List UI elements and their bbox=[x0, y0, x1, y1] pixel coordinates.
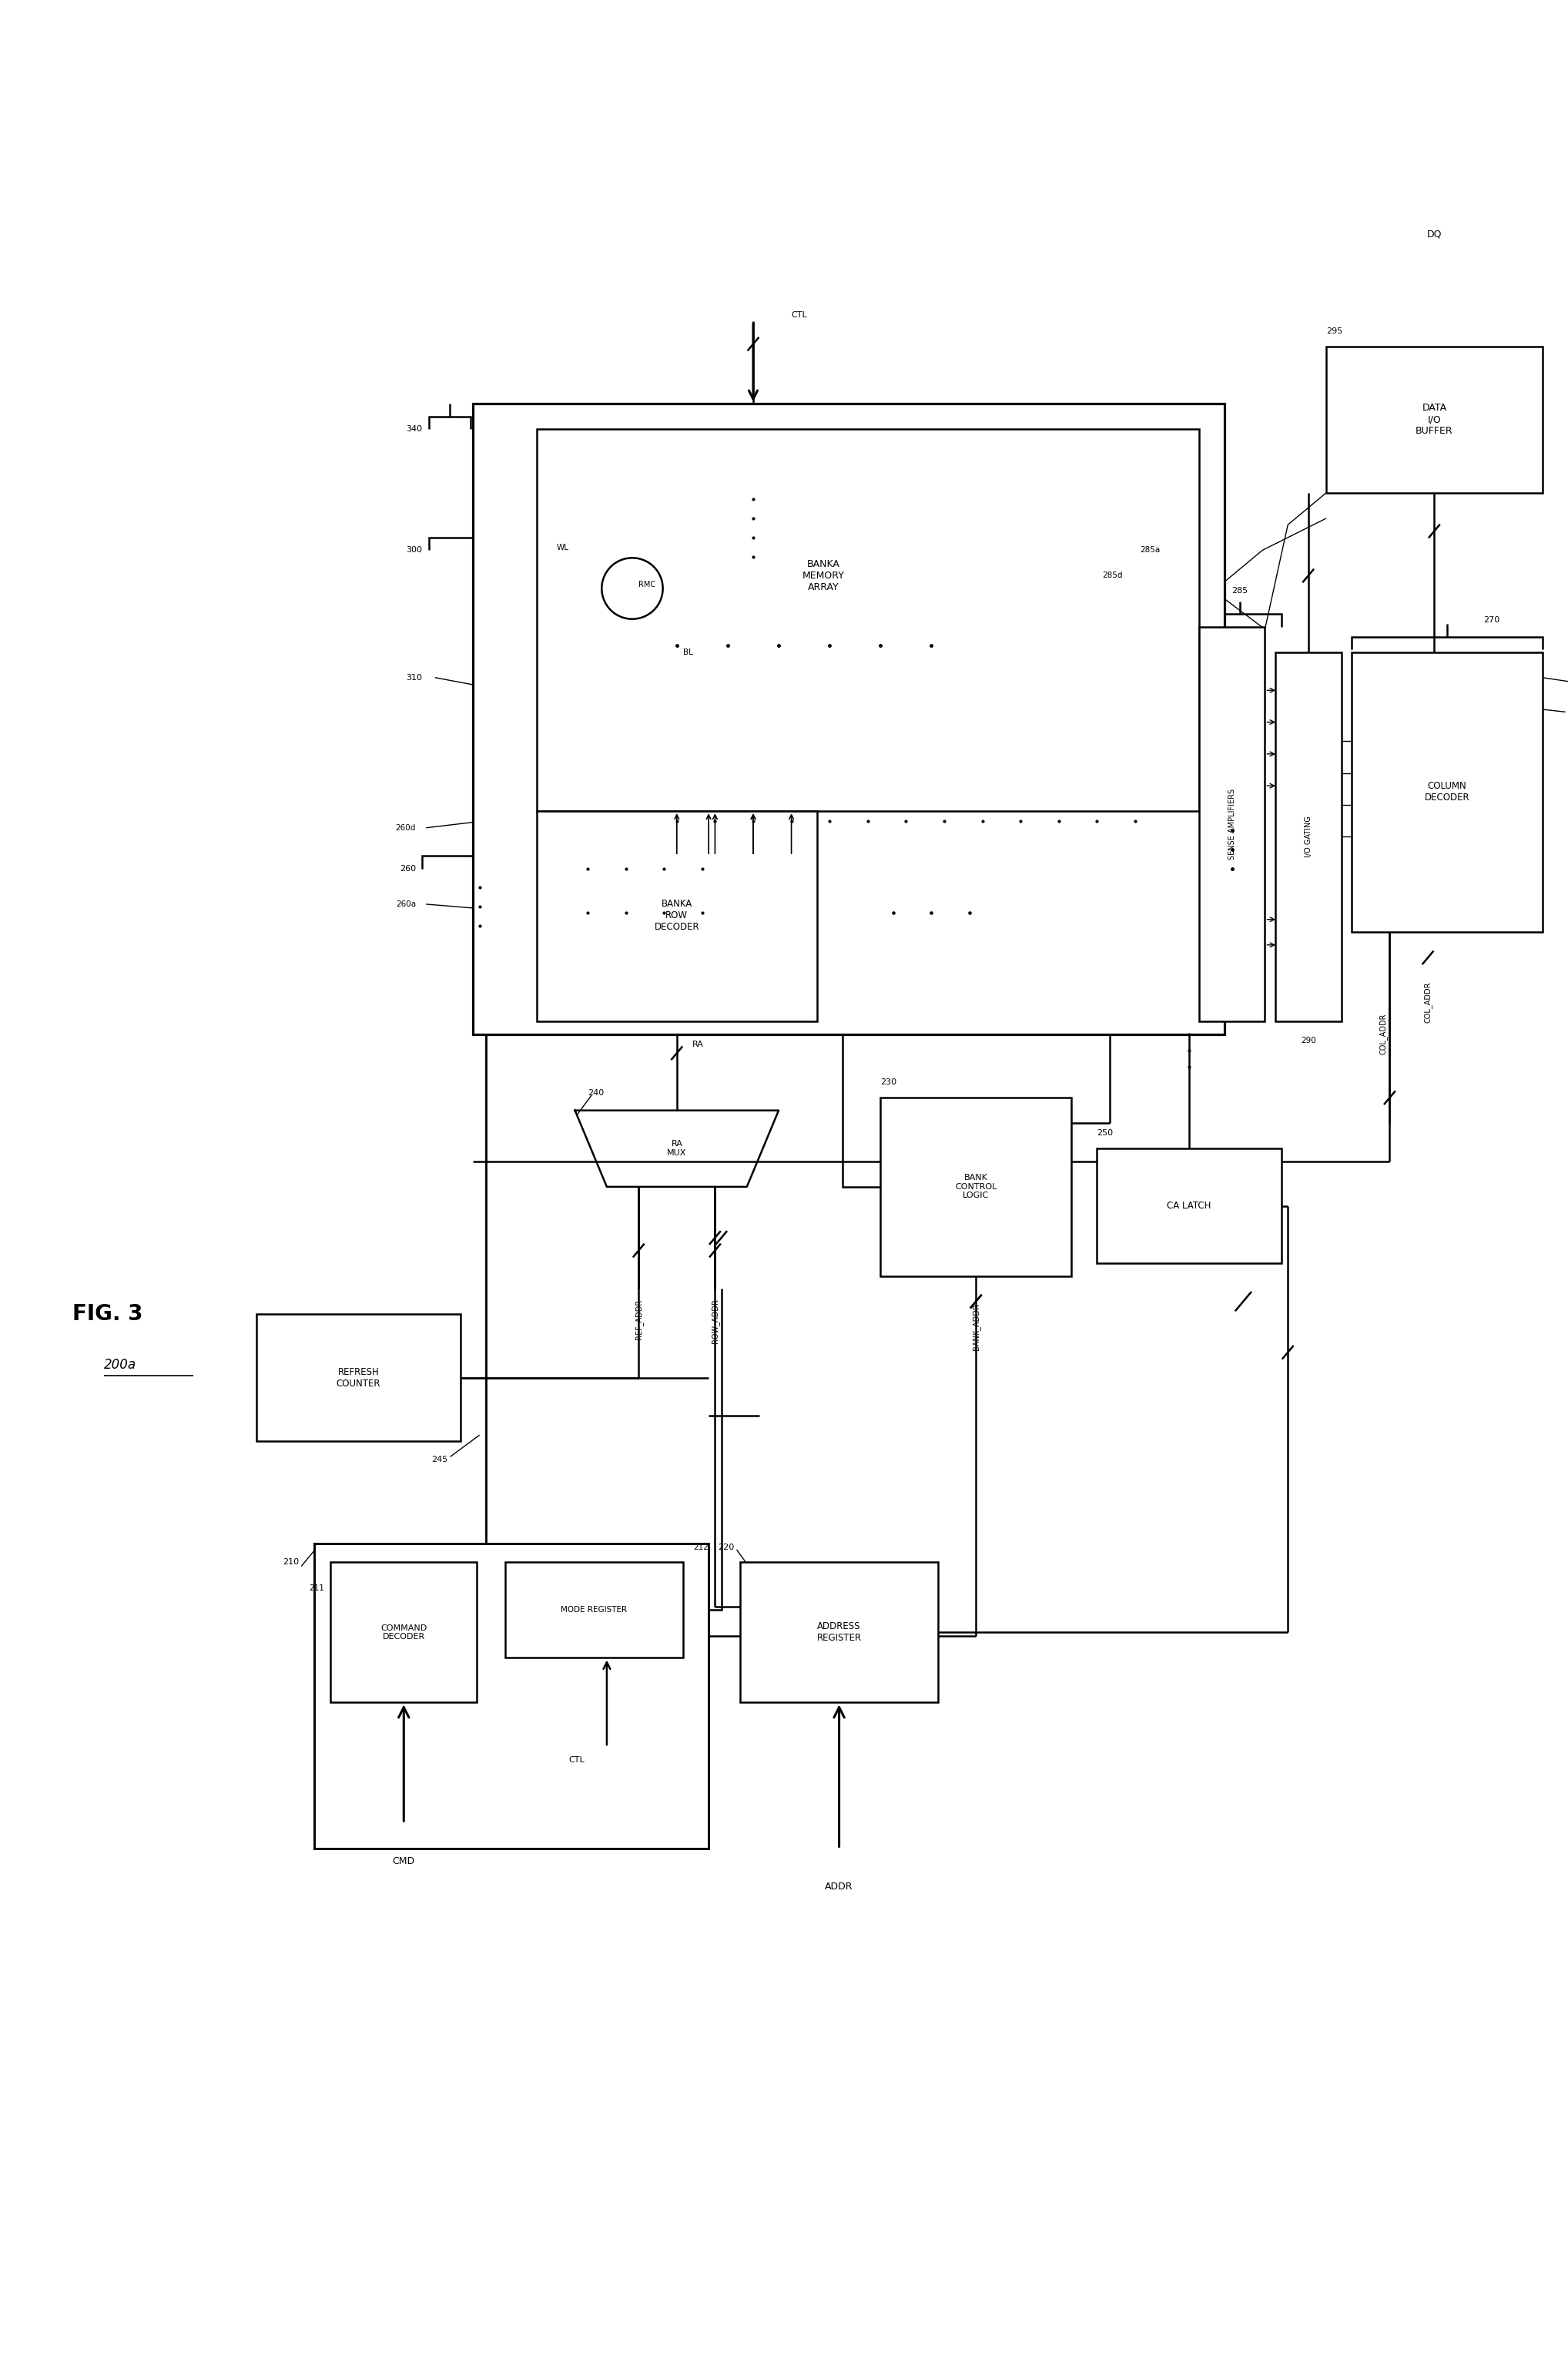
Text: REFRESH
COUNTER: REFRESH COUNTER bbox=[337, 1366, 381, 1388]
Text: CA LATCH: CA LATCH bbox=[1167, 1202, 1212, 1211]
Text: 260d: 260d bbox=[395, 823, 416, 831]
Text: 340: 340 bbox=[406, 426, 422, 433]
Bar bbox=[314, 1542, 709, 1849]
Text: 245: 245 bbox=[431, 1457, 448, 1464]
Bar bbox=[1275, 652, 1341, 1021]
Text: CTL: CTL bbox=[792, 312, 808, 319]
Text: DQ: DQ bbox=[1427, 228, 1441, 240]
Text: 270: 270 bbox=[1483, 616, 1499, 624]
Text: BL: BL bbox=[684, 647, 693, 657]
Bar bbox=[1352, 652, 1543, 933]
Text: MODE REGISTER: MODE REGISTER bbox=[561, 1606, 627, 1614]
Text: 230: 230 bbox=[881, 1078, 897, 1085]
Text: 260: 260 bbox=[400, 864, 416, 873]
Text: WL: WL bbox=[557, 545, 569, 552]
Bar bbox=[1098, 1150, 1281, 1264]
Text: ADDRESS
REGISTER: ADDRESS REGISTER bbox=[817, 1621, 861, 1642]
Text: DATA
I/O
BUFFER: DATA I/O BUFFER bbox=[1416, 402, 1454, 436]
Text: I/O GATING: I/O GATING bbox=[1305, 816, 1312, 857]
Bar bbox=[1327, 347, 1543, 493]
Text: 310: 310 bbox=[406, 674, 422, 681]
Text: BANKA
MEMORY
ARRAY: BANKA MEMORY ARRAY bbox=[803, 559, 844, 593]
Text: RA
MUX: RA MUX bbox=[666, 1140, 687, 1157]
Text: FIG. 3: FIG. 3 bbox=[72, 1304, 143, 1326]
Text: ADDR: ADDR bbox=[825, 1883, 853, 1892]
Text: COMMAND
DECODER: COMMAND DECODER bbox=[381, 1623, 426, 1640]
Text: 200a: 200a bbox=[103, 1359, 136, 1371]
Text: RMC: RMC bbox=[638, 581, 655, 588]
Text: ROW_ADDR: ROW_ADDR bbox=[710, 1299, 720, 1342]
Text: 250: 250 bbox=[1098, 1130, 1113, 1138]
Polygon shape bbox=[575, 1111, 779, 1188]
Bar bbox=[474, 405, 1225, 1033]
Text: 210: 210 bbox=[282, 1559, 299, 1566]
Text: REF_ADDR: REF_ADDR bbox=[635, 1299, 643, 1340]
Text: 290: 290 bbox=[1300, 1038, 1316, 1045]
Bar bbox=[536, 428, 1200, 812]
Bar bbox=[740, 1561, 938, 1702]
Text: COL_ADDR: COL_ADDR bbox=[1424, 981, 1432, 1023]
Text: 285a: 285a bbox=[1140, 547, 1160, 555]
Text: 220: 220 bbox=[718, 1542, 734, 1552]
Text: 285d: 285d bbox=[1102, 571, 1123, 581]
Text: CTL: CTL bbox=[569, 1756, 585, 1764]
Text: 300: 300 bbox=[406, 547, 422, 555]
Bar bbox=[505, 1561, 684, 1659]
Text: SENSE AMPLIFIERS: SENSE AMPLIFIERS bbox=[1228, 788, 1236, 859]
Text: BANK_ADDR: BANK_ADDR bbox=[972, 1304, 980, 1349]
Text: 211: 211 bbox=[309, 1585, 325, 1592]
Text: RA: RA bbox=[691, 1040, 704, 1047]
Text: BANK
CONTROL
LOGIC: BANK CONTROL LOGIC bbox=[955, 1173, 997, 1200]
Text: CMD: CMD bbox=[392, 1856, 416, 1866]
Bar bbox=[1200, 626, 1265, 1021]
Bar bbox=[257, 1314, 461, 1442]
Text: 285: 285 bbox=[1232, 588, 1248, 595]
Text: COLUMN
DECODER: COLUMN DECODER bbox=[1424, 781, 1469, 802]
Text: 295: 295 bbox=[1327, 328, 1342, 336]
Bar bbox=[881, 1097, 1071, 1276]
Text: 240: 240 bbox=[588, 1088, 604, 1097]
Bar bbox=[536, 812, 817, 1021]
Text: COL_ADDR: COL_ADDR bbox=[1380, 1014, 1388, 1054]
Text: 212: 212 bbox=[693, 1542, 709, 1552]
Text: 260a: 260a bbox=[395, 900, 416, 909]
Bar bbox=[331, 1561, 477, 1702]
Text: BANKA
ROW
DECODER: BANKA ROW DECODER bbox=[654, 900, 699, 933]
